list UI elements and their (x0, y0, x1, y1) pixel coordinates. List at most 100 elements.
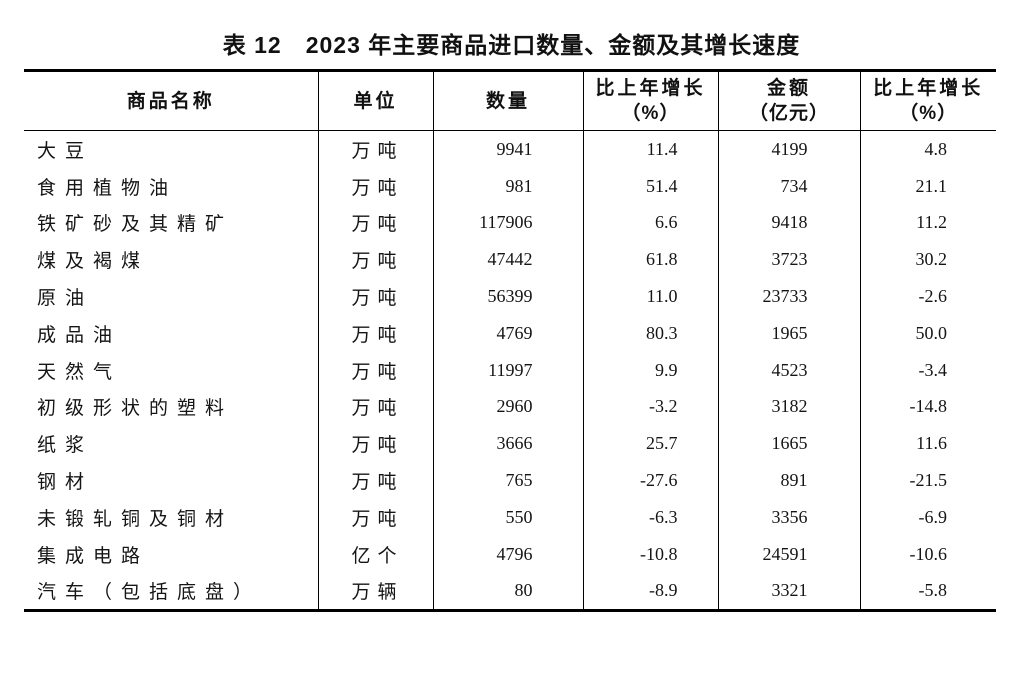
amount-growth-cell: -14.8 (859, 388, 996, 426)
unit-cell: 万吨 (317, 388, 433, 426)
header-quantity: 数量 (432, 70, 583, 131)
quantity-cell: 4796 (432, 535, 583, 573)
commodity-name-cell: 天然气 (37, 361, 122, 383)
unit-cell: 万吨 (317, 425, 433, 463)
header-label: 单位 (353, 90, 398, 112)
unit-cell: 万吨 (317, 204, 433, 242)
quantity-cell: 2960 (432, 388, 583, 426)
commodity-name-cell: 集成电路 (37, 545, 150, 567)
amount-growth-cell: -2.6 (859, 278, 996, 315)
quantity-growth-cell: 51.4 (582, 167, 718, 205)
amount-cell: 3182 (717, 388, 860, 426)
header-row: 商品名称 单位 数量 比上年增长 （%） 金额 （亿元） (24, 70, 996, 131)
quantity-growth-cell: -6.3 (582, 498, 718, 536)
header-label: 商品名称 (126, 90, 215, 112)
table-row: 钢材 万吨 765 -27.6 891 -21.5 (24, 462, 996, 499)
unit-cell: 万吨 (317, 462, 433, 499)
commodity-name-cell: 成品油 (37, 324, 122, 346)
commodity-name-cell: 汽车（包括底盘） (37, 582, 262, 604)
quantity-growth-cell: -3.2 (582, 388, 718, 426)
quantity-cell: 117906 (432, 204, 583, 242)
quantity-growth-cell: 6.6 (582, 204, 718, 242)
unit-cell: 万吨 (317, 167, 433, 205)
amount-growth-cell: -6.9 (859, 498, 996, 536)
amount-cell: 4523 (717, 351, 860, 389)
amount-cell: 734 (717, 167, 860, 205)
amount-cell: 891 (717, 462, 860, 499)
unit-cell: 万吨 (317, 314, 433, 352)
commodity-name-cell: 原油 (37, 288, 94, 310)
amount-growth-cell: 11.2 (859, 204, 996, 242)
table-body: 大豆 万吨 9941 11.4 4199 4.8 食用植物油 万吨 981 51.4 734 21.1… (24, 130, 996, 611)
commodity-name-cell: 未锻轧铜及铜材 (37, 508, 234, 530)
commodity-name-cell: 钢材 (37, 472, 94, 494)
header-label: 比上年增长 (873, 78, 984, 99)
unit-cell: 万吨 (317, 498, 433, 536)
amount-growth-cell: -21.5 (859, 462, 996, 499)
quantity-cell: 981 (432, 167, 583, 205)
quantity-cell: 11997 (432, 351, 583, 389)
header-quantity-growth: 比上年增长 （%） (582, 70, 718, 131)
amount-cell: 1965 (717, 314, 860, 352)
unit-cell: 万吨 (317, 351, 433, 389)
quantity-growth-cell: 25.7 (582, 425, 718, 463)
amount-growth-cell: 4.8 (859, 130, 996, 168)
document-page: 表 12 2023 年主要商品进口数量、金额及其增长速度 商品名称 单位 数量 (0, 26, 1023, 613)
commodity-name-cell: 煤及褐煤 (37, 251, 150, 273)
import-commodities-table: 商品名称 单位 数量 比上年增长 （%） 金额 （亿元） (24, 69, 996, 613)
table-row: 汽车（包括底盘） 万辆 80 -8.9 3321 -5.8 (24, 572, 996, 611)
quantity-cell: 56399 (432, 278, 583, 315)
quantity-cell: 4769 (432, 314, 583, 352)
quantity-cell: 3666 (432, 425, 583, 463)
header-amount-growth: 比上年增长 （%） (859, 70, 996, 131)
amount-cell: 9418 (717, 204, 860, 242)
amount-growth-cell: 11.6 (859, 425, 996, 463)
table-row: 未锻轧铜及铜材 万吨 550 -6.3 3356 -6.9 (24, 498, 996, 536)
header-sublabel: （%） (621, 103, 680, 124)
unit-cell: 万吨 (317, 241, 433, 279)
amount-growth-cell: -3.4 (859, 351, 996, 389)
unit-cell: 亿个 (317, 535, 433, 573)
amount-growth-cell: -5.8 (859, 572, 996, 611)
amount-growth-cell: 21.1 (859, 167, 996, 205)
amount-cell: 23733 (717, 278, 860, 315)
table-row: 天然气 万吨 11997 9.9 4523 -3.4 (24, 351, 996, 389)
header-sublabel: （%） (899, 103, 958, 124)
quantity-cell: 9941 (432, 130, 583, 168)
amount-cell: 1665 (717, 425, 860, 463)
quantity-growth-cell: -27.6 (582, 462, 718, 499)
table-row: 煤及褐煤 万吨 47442 61.8 3723 30.2 (24, 241, 996, 279)
commodity-name-cell: 大豆 (37, 140, 94, 162)
amount-cell: 4199 (717, 130, 860, 168)
amount-cell: 3723 (717, 241, 860, 279)
amount-cell: 3356 (717, 498, 860, 536)
header-label: 金额 (766, 78, 811, 99)
table-row: 集成电路 亿个 4796 -10.8 24591 -10.6 (24, 535, 996, 573)
quantity-growth-cell: -10.8 (582, 535, 718, 573)
amount-cell: 3321 (717, 572, 860, 611)
quantity-growth-cell: 11.0 (582, 278, 718, 315)
unit-cell: 万吨 (317, 130, 433, 168)
amount-cell: 24591 (717, 535, 860, 573)
table-row: 初级形状的塑料 万吨 2960 -3.2 3182 -14.8 (24, 388, 996, 426)
table-row: 铁矿砂及其精矿 万吨 117906 6.6 9418 11.2 (24, 204, 996, 242)
quantity-growth-cell: -8.9 (582, 572, 718, 611)
quantity-cell: 47442 (432, 241, 583, 279)
quantity-growth-cell: 9.9 (582, 351, 718, 389)
header-sublabel: （亿元） (748, 103, 829, 124)
commodity-name-cell: 食用植物油 (37, 177, 178, 199)
quantity-cell: 550 (432, 498, 583, 536)
table-row: 大豆 万吨 9941 11.4 4199 4.8 (24, 130, 996, 168)
commodity-name-cell: 铁矿砂及其精矿 (37, 214, 234, 236)
quantity-growth-cell: 61.8 (582, 241, 718, 279)
amount-growth-cell: 30.2 (859, 241, 996, 279)
header-unit: 单位 (317, 70, 433, 131)
quantity-cell: 765 (432, 462, 583, 499)
table-title: 表 12 2023 年主要商品进口数量、金额及其增长速度 (222, 32, 801, 58)
header-label: 比上年增长 (595, 78, 706, 99)
commodity-name-cell: 纸浆 (37, 435, 94, 457)
header-label: 数量 (485, 90, 530, 112)
table-row: 纸浆 万吨 3666 25.7 1665 11.6 (24, 425, 996, 463)
table-row: 原油 万吨 56399 11.0 23733 -2.6 (24, 278, 996, 315)
quantity-growth-cell: 11.4 (582, 130, 718, 168)
